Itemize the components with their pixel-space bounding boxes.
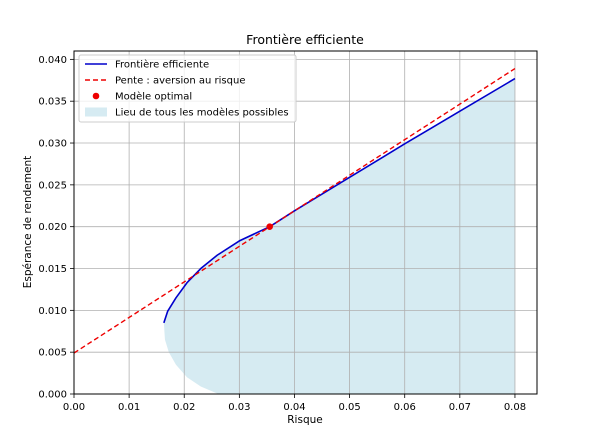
x-tick-label: 0.00 — [63, 402, 85, 413]
y-tick-label: 0.025 — [38, 180, 67, 191]
legend-label: Frontière efficiente — [115, 59, 209, 71]
legend-label: Modèle optimal — [115, 91, 192, 103]
axes-frame — [73, 50, 538, 395]
y-tick-label: 0.030 — [38, 139, 67, 150]
frontier-line — [163, 77, 516, 324]
x-axis-label: Risque — [287, 414, 322, 426]
y-axis-label: Espérance de rendement — [22, 156, 34, 288]
legend-handle-region — [85, 107, 107, 117]
x-tick-label: 0.08 — [504, 402, 526, 413]
legend-label: Pente : aversion au risque — [115, 76, 245, 87]
legend-label: Lieu de tous les modèles possibles — [115, 107, 289, 119]
y-tick-label: 0.005 — [38, 348, 67, 359]
x-tick-label: 0.06 — [394, 402, 416, 413]
x-tick-label: 0.02 — [173, 402, 195, 413]
x-tick-label: 0.05 — [338, 402, 360, 413]
y-tick-label: 0.040 — [38, 55, 67, 66]
y-tick-label: 0.015 — [38, 264, 67, 275]
x-tick-label: 0.03 — [228, 402, 250, 413]
y-tick-label: 0.035 — [38, 97, 67, 108]
legend-handle-optimal — [92, 92, 100, 100]
x-tick-label: 0.04 — [283, 402, 305, 413]
y-tick-label: 0.010 — [38, 306, 67, 317]
chart-title: Frontière efficiente — [246, 32, 364, 47]
y-tick-label: 0.020 — [38, 222, 67, 233]
x-tick-label: 0.07 — [449, 402, 471, 413]
legend: Frontière efficiente Pente : aversion au … — [78, 54, 297, 123]
plot-area: 0.00 0.01 0.02 0.03 0.04 0.05 0.06 0.07 0.08 0.00… — [38, 50, 538, 413]
x-tick-label: 0.01 — [118, 402, 140, 413]
feasible-region-area — [163, 78, 515, 395]
y-tick-label: 0.000 — [38, 390, 67, 401]
optimal-point — [266, 223, 273, 230]
legend-box — [78, 54, 297, 123]
